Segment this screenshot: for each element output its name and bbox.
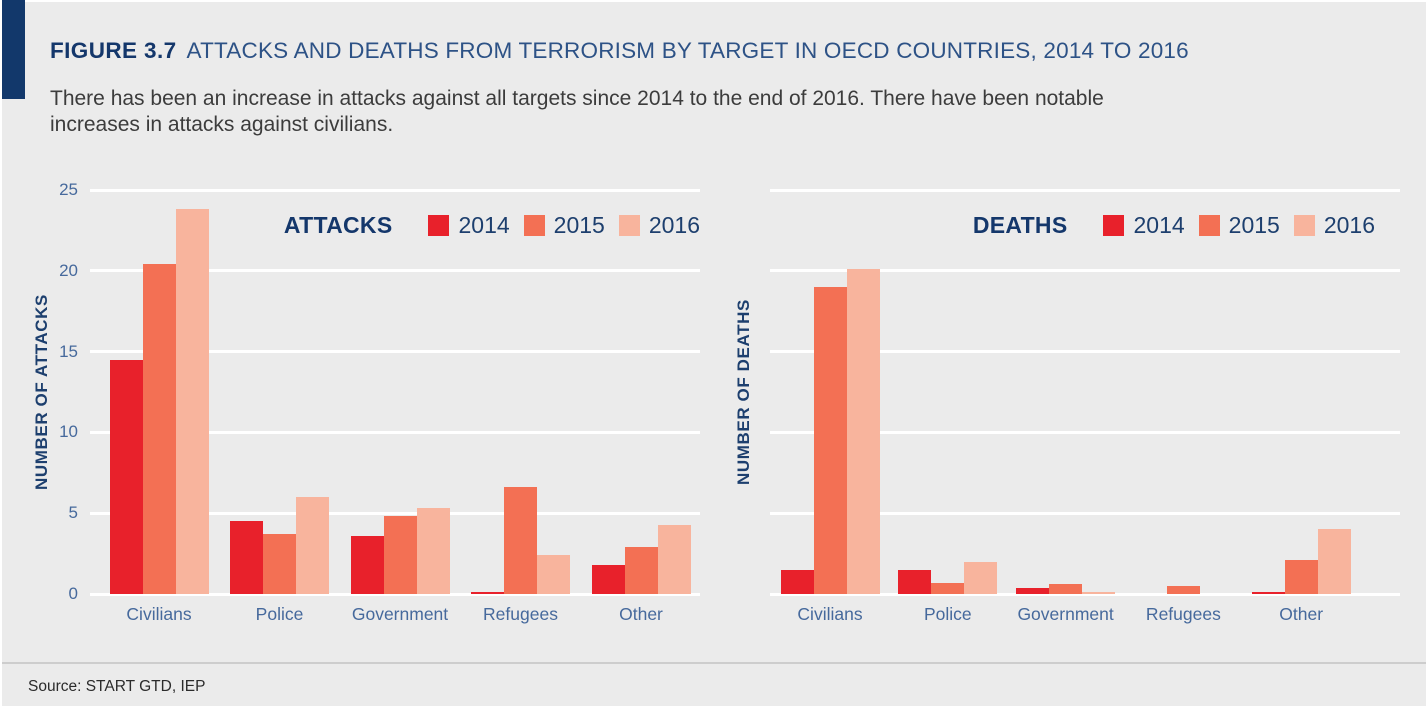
bar-government-2015	[1049, 584, 1083, 594]
bar-government-2014	[1016, 587, 1050, 594]
bar-police-2016	[964, 561, 998, 594]
bar-government-2016	[1082, 592, 1116, 594]
bar-police-2015	[263, 534, 296, 594]
legend-title: DEATHS	[972, 212, 1068, 238]
x-category-label: Other	[1279, 604, 1324, 624]
legend-year-label: 2014	[1133, 212, 1185, 238]
bar-other-2016	[657, 524, 691, 594]
legend-item-2015: 2015	[523, 212, 605, 239]
y-axis-title: NUMBER OF DEATHS	[734, 299, 753, 485]
bar-police-2014	[230, 521, 263, 594]
legend-swatch-2015	[1198, 215, 1220, 236]
y-axis-tick-label: 0	[68, 584, 78, 603]
legend-item-2016: 2016	[618, 212, 700, 239]
deaths-chart: NUMBER OF DEATHS Civilians Police Governmen…	[734, 188, 1400, 624]
y-axis-tick-label: 15	[59, 341, 78, 361]
legend-item-2016: 2016	[1293, 212, 1375, 239]
figure-title-line: FIGURE 3.7 ATTACKS AND DEATHS FROM TERROR…	[50, 38, 1189, 64]
gridline-25	[90, 188, 700, 192]
legend-swatch-2016	[1293, 215, 1315, 236]
legend: ATTACKS 2014 2015 2016	[284, 212, 700, 239]
bar-government-2014	[350, 535, 384, 594]
footer-divider	[2, 662, 1426, 664]
source-note: Source: START GTD, IEP	[28, 678, 206, 695]
legend: DEATHS 2014 2015 2016	[973, 212, 1375, 239]
bar-police-2014	[898, 569, 932, 594]
bar-refugees-2014	[471, 592, 504, 594]
bar-civilians-2015	[142, 264, 176, 594]
figure-number: FIGURE 3.7	[50, 38, 177, 63]
legend-year-label: 2015	[1228, 212, 1280, 238]
legend-swatch-2016	[618, 215, 640, 236]
bar-civilians-2014	[780, 569, 814, 594]
y-axis-tick-label: 20	[59, 260, 78, 280]
bar-other-2016	[1317, 529, 1351, 594]
bar-police-2015	[931, 582, 965, 594]
bar-refugees-2016	[537, 555, 570, 594]
figure-subtitle: There has been an increase in attacks ag…	[50, 87, 1104, 137]
bar-police-2016	[296, 497, 329, 594]
gridline-10	[770, 430, 1400, 434]
gridline-5	[770, 511, 1400, 515]
bar-civilians-2016	[175, 209, 209, 594]
y-axis-tick-label: 5	[68, 503, 78, 523]
gridline-0	[770, 592, 1400, 596]
bar-refugees-2015	[504, 487, 537, 594]
legend-swatch-2014	[428, 215, 450, 236]
legend-item-2014: 2014	[428, 212, 510, 239]
x-category-label: Civilians	[126, 604, 192, 624]
legend-swatch-2015	[523, 215, 545, 236]
y-axis-tick-label: 10	[59, 422, 78, 442]
legend-year-label: 2016	[1323, 212, 1375, 238]
gridline-20	[90, 269, 700, 273]
x-category-label: Other	[619, 604, 663, 624]
x-category-label: Police	[923, 604, 972, 624]
bar-refugees-2015	[1166, 585, 1200, 594]
legend-year-label: 2015	[553, 212, 605, 238]
gridline-10	[90, 430, 700, 434]
legend-title: ATTACKS	[283, 212, 393, 238]
x-category-label: Refugees	[483, 604, 558, 624]
legend-year-label: 2016	[648, 212, 700, 238]
bar-civilians-2016	[846, 269, 880, 594]
bar-other-2015	[1284, 560, 1318, 594]
x-category-label: Refugees	[1145, 604, 1221, 624]
x-category-label: Government	[351, 604, 449, 624]
attacks-chart: 0 5 10 15 20 25 NUMBER OF ATTACKS Civilians Poli…	[32, 180, 700, 624]
legend-item-2015: 2015	[1198, 212, 1280, 239]
bar-government-2016	[416, 508, 450, 594]
gridline-15	[770, 350, 1400, 354]
y-axis-tick-label: 25	[59, 180, 78, 199]
gridline-5	[90, 511, 700, 515]
x-category-label: Police	[255, 604, 304, 624]
x-category-label: Civilians	[797, 604, 863, 624]
bar-civilians-2015	[813, 286, 847, 594]
legend-swatch-2014	[1103, 215, 1125, 236]
gridline-25	[770, 188, 1400, 192]
legend-year-label: 2014	[458, 212, 510, 238]
bar-civilians-2014	[109, 359, 143, 594]
x-category-label: Government	[1017, 604, 1114, 624]
gridline-20	[770, 269, 1400, 273]
gridline-15	[90, 350, 700, 354]
bar-government-2015	[383, 516, 417, 594]
bar-other-2015	[624, 547, 658, 594]
bar-other-2014	[591, 564, 625, 594]
gridline-0	[90, 592, 700, 596]
accent-bar	[2, 0, 25, 99]
legend-item-2014: 2014	[1103, 212, 1185, 239]
bar-other-2014	[1251, 592, 1285, 594]
y-axis-title: NUMBER OF ATTACKS	[32, 294, 51, 490]
figure-title: ATTACKS AND DEATHS FROM TERRORISM BY TAR…	[186, 38, 1189, 63]
